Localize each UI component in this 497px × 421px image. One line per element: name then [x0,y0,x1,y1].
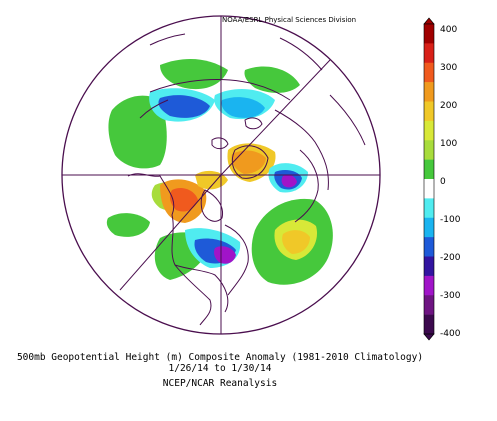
caption-source: NCEP/NCAR Reanalysis [162,378,278,389]
colorbar-swatch [424,295,434,315]
colorbar-swatch [424,237,434,257]
colorbar-swatch [424,256,434,277]
graticule [62,16,380,334]
colorbar-swatch [424,275,434,296]
colorbar-tick-label: -200 [440,253,461,263]
colorbar [423,17,435,341]
anomaly-field [106,58,333,285]
header-text: NOAA/ESRL Physical Sciences Division [222,16,357,24]
colorbar-swatch [424,82,434,102]
colorbar-tick-label: -300 [440,291,461,301]
colorbar-swatch [424,120,434,141]
colorbar-swatch [424,179,434,199]
colorbar-arrow-top [423,17,435,25]
colorbar-swatch [424,198,434,219]
colorbar-tick-label: 0 [440,177,446,187]
colorbar-swatch [424,43,434,64]
colorbar-tick-label: -400 [440,329,461,339]
colorbar-swatch [424,101,434,122]
colorbar-swatch [424,62,434,83]
globe-outline [61,15,381,335]
colorbar-tick-label: 300 [440,63,458,73]
colorbar-swatch [424,24,434,44]
colorbar-arrow-bottom [423,333,435,341]
coastlines-outer [149,33,366,146]
colorbar-swatch [424,217,434,238]
colorbar-swatch [424,140,434,160]
colorbar-tick-label: -100 [440,215,461,225]
colorbar-border [423,23,435,335]
coastlines [127,79,329,326]
colorbar-swatch [424,314,434,335]
caption-title: 500mb Geopotential Height (m) Composite … [16,352,424,363]
colorbar-tick-label: 400 [440,25,458,35]
caption-date-range: 1/26/14 to 1/30/14 [168,363,272,374]
colorbar-tick-label: 100 [440,139,458,149]
colorbar-swatch [424,159,434,180]
colorbar-tick-label: 200 [440,101,458,111]
